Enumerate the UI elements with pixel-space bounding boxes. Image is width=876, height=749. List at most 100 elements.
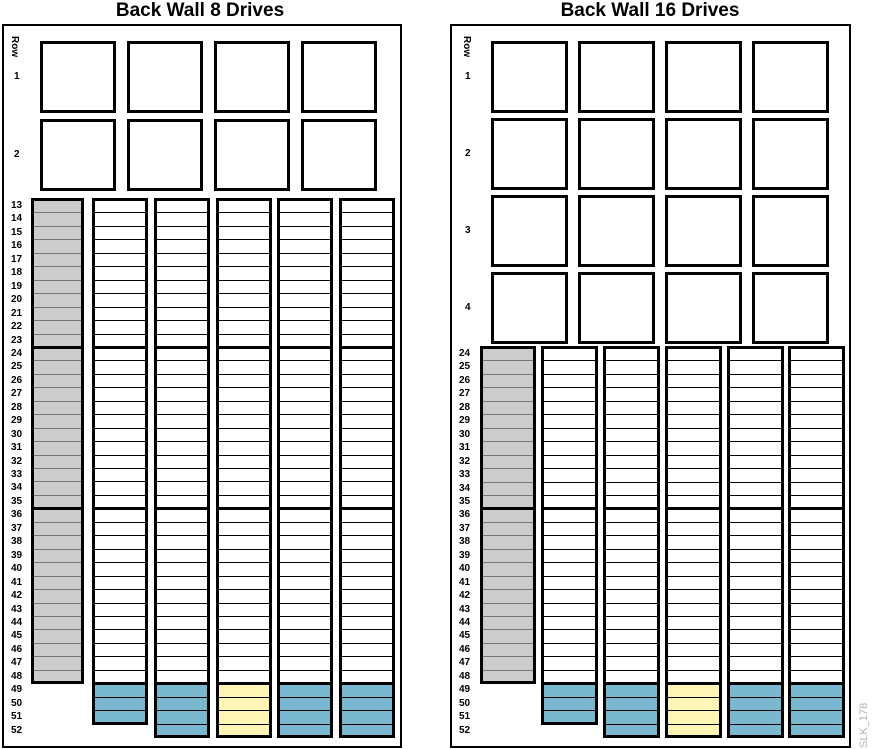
slot-divider: [544, 589, 595, 591]
slot-divider: [483, 400, 533, 402]
slot-divider: [157, 306, 207, 308]
slot-divider: [791, 696, 842, 698]
slot-divider: [544, 642, 595, 644]
slot-divider: [95, 468, 145, 469]
slot-divider: [791, 387, 842, 389]
cartridge-column: [277, 198, 333, 738]
slot-divider: [483, 507, 533, 511]
slot-divider: [219, 414, 269, 416]
slot-divider: [668, 535, 719, 537]
slot-divider: [95, 427, 145, 429]
slot-divider: [668, 616, 719, 617]
slot-divider: [730, 642, 781, 644]
slot-divider: [34, 345, 81, 349]
slot-divider: [157, 252, 207, 254]
slot-divider: [544, 494, 595, 496]
slot-divider: [34, 468, 81, 469]
slot-divider: [157, 589, 207, 591]
slot-divider: [342, 656, 392, 658]
slot-divider: [544, 562, 595, 564]
row-label: 30: [11, 428, 23, 440]
slot-divider: [34, 360, 81, 362]
slot-divider: [219, 669, 269, 671]
slot-divider: [730, 400, 781, 402]
slot-divider: [157, 562, 207, 564]
slot-divider: [157, 345, 207, 349]
slot-divider: [342, 521, 392, 523]
slot-divider: [342, 252, 392, 254]
slot-divider: [157, 360, 207, 362]
panel-frame: [450, 24, 851, 748]
row-label: 27: [459, 388, 471, 400]
slot-divider: [342, 225, 392, 227]
slot-divider: [544, 535, 595, 537]
slot-divider: [544, 414, 595, 416]
row-label: 49: [11, 684, 23, 696]
row-label: 35: [11, 495, 23, 507]
row-label: 15: [11, 226, 23, 238]
slot-divider: [668, 629, 719, 631]
slot-divider: [606, 575, 657, 577]
slot-divider: [342, 454, 392, 456]
slot-divider: [483, 562, 533, 564]
slot-divider: [342, 360, 392, 362]
slot-divider: [606, 521, 657, 523]
drive-bay: [665, 272, 742, 344]
slot-divider: [157, 602, 207, 604]
slot-divider: [606, 629, 657, 631]
row-label: 45: [459, 630, 471, 642]
slot-divider: [34, 239, 81, 241]
cartridge-column: [665, 346, 722, 739]
slot-divider: [280, 345, 330, 349]
slot-divider: [95, 239, 145, 241]
slot-divider: [219, 602, 269, 604]
row-label: 20: [11, 294, 23, 306]
slot-divider: [219, 481, 269, 483]
slot-divider: [483, 616, 533, 617]
slot-divider: [483, 427, 533, 429]
slot-divider: [219, 345, 269, 349]
row-label: 37: [459, 522, 471, 534]
slot-divider: [219, 494, 269, 496]
slot-divider: [95, 454, 145, 456]
slot-divider: [95, 387, 145, 389]
slot-divider: [280, 333, 330, 335]
slot-divider: [606, 696, 657, 698]
slot-divider: [34, 521, 81, 523]
slot-divider: [668, 468, 719, 470]
slot-divider: [791, 427, 842, 429]
figure-id: SLK_178: [858, 702, 870, 748]
slot-divider: [668, 494, 719, 496]
slot-divider: [544, 696, 595, 698]
slot-divider: [157, 266, 207, 268]
slot-divider: [34, 441, 81, 443]
slot-divider: [791, 562, 842, 564]
row-label: 22: [11, 321, 23, 333]
slot-divider: [544, 669, 595, 671]
slot-divider: [34, 494, 81, 496]
slot-divider: [606, 360, 657, 362]
slot-divider: [730, 387, 781, 389]
slot-divider: [730, 414, 781, 416]
slot-divider: [157, 548, 207, 550]
slot-divider: [219, 521, 269, 523]
row-label: 41: [459, 576, 471, 588]
slot-divider: [342, 682, 392, 686]
slot-divider: [483, 629, 533, 631]
slot-divider: [668, 575, 719, 577]
slot-divider: [157, 696, 207, 698]
slot-divider: [280, 562, 330, 564]
row-label: 49: [459, 684, 471, 696]
slot-divider: [157, 507, 207, 511]
slot-divider: [544, 548, 595, 550]
slot-divider: [730, 481, 781, 483]
slot-divider: [483, 656, 533, 658]
slot-divider: [544, 629, 595, 631]
slot-divider: [34, 535, 81, 537]
slot-divider: [730, 575, 781, 577]
slot-divider: [157, 414, 207, 416]
slot-divider: [791, 589, 842, 591]
row-label: 38: [459, 536, 471, 548]
drive-bay: [578, 195, 655, 267]
slot-divider: [342, 468, 392, 469]
